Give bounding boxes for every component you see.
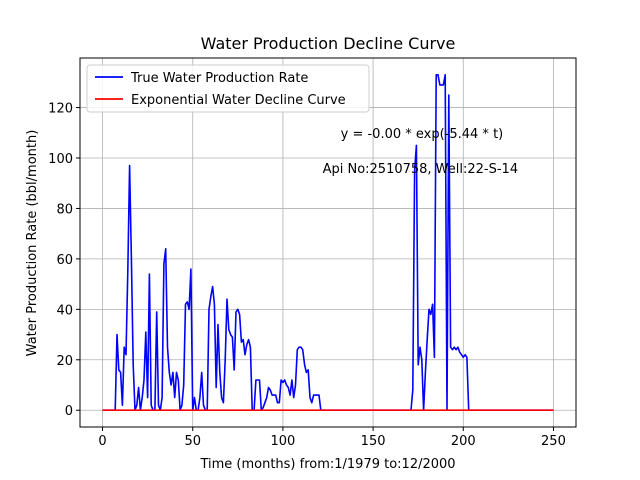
legend: True Water Production Rate Exponential Wa… (86, 64, 370, 113)
x-tick-label: 250 (541, 434, 566, 449)
annotations: y = -0.00 * exp(-5.44 * t) Api No:2510758… (323, 127, 519, 177)
y-tick-label: 0 (65, 404, 73, 419)
y-tick-label: 80 (56, 202, 73, 217)
annotation-text: y = -0.00 * exp(-5.44 * t) (341, 127, 504, 142)
series-line-true-rate (102, 74, 554, 411)
series-layer (102, 74, 554, 411)
axis-ticks: 0 50 100 150 200 250 0 20 40 60 80 100 120 (48, 102, 566, 449)
y-tick-label: 60 (56, 253, 73, 268)
legend-label: True Water Production Rate (130, 71, 308, 86)
y-tick-label: 100 (48, 152, 73, 167)
x-tick-label: 0 (98, 434, 106, 449)
y-tick-label: 120 (48, 102, 73, 117)
x-tick-label: 100 (270, 434, 295, 449)
x-tick-label: 150 (361, 434, 386, 449)
plot-frame (79, 57, 577, 428)
y-axis-label: Water Production Rate (bbl/month) (25, 130, 40, 357)
x-tick-label: 200 (451, 434, 476, 449)
x-tick-label: 50 (184, 434, 201, 449)
chart-title: Water Production Decline Curve (201, 34, 456, 53)
legend-label: Exponential Water Decline Curve (131, 93, 346, 108)
legend-box (86, 64, 370, 113)
y-tick-label: 20 (56, 354, 73, 369)
y-tick-label: 40 (56, 303, 73, 318)
x-axis-label: Time (months) from:1/1979 to:12/2000 (199, 457, 455, 472)
annotation-text: Api No:2510758, Well:22-S-14 (323, 162, 519, 177)
